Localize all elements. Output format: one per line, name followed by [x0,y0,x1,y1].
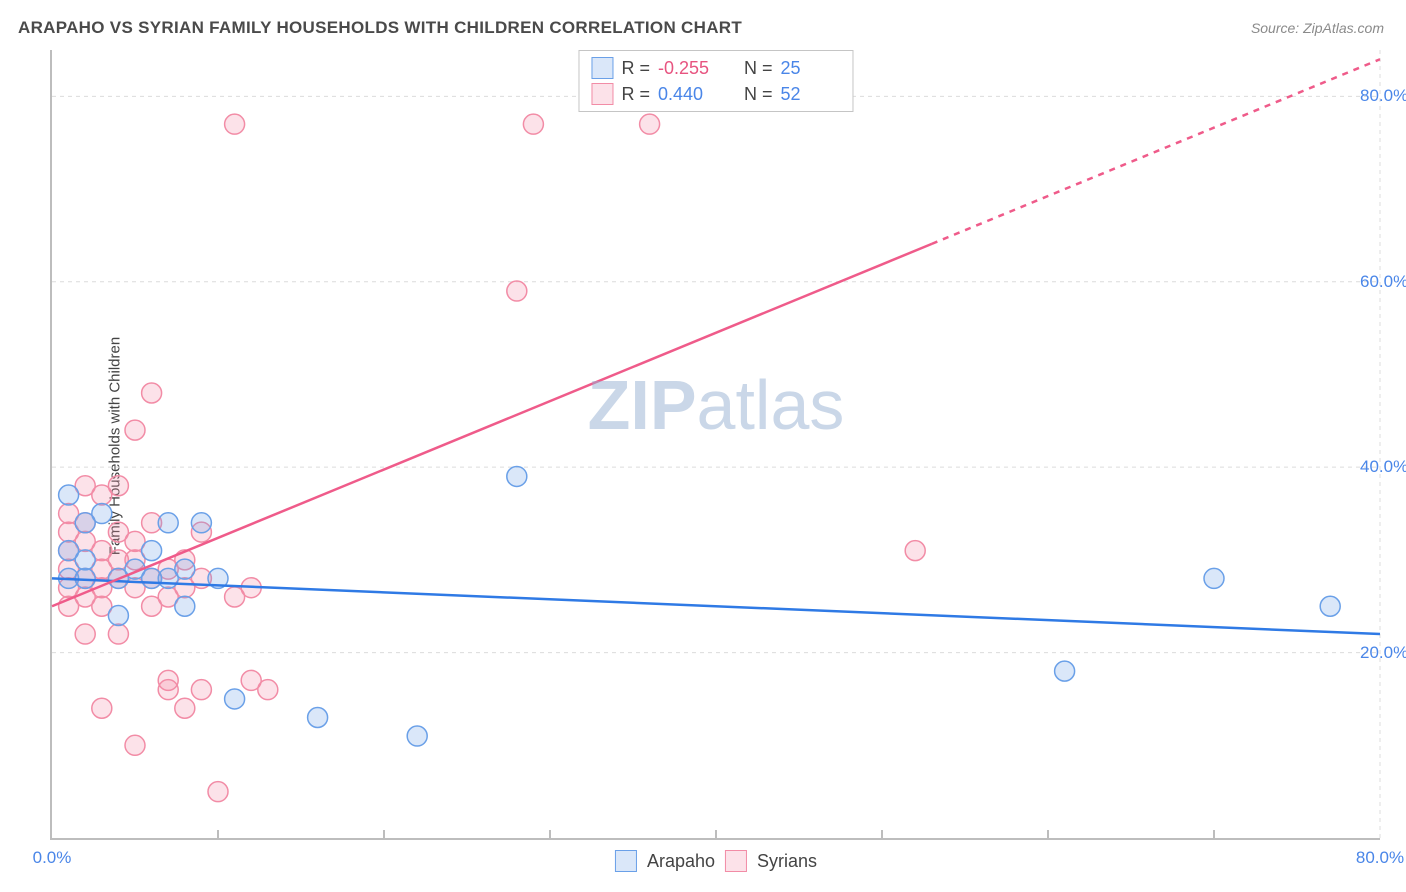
series-legend: Arapaho Syrians [615,850,817,872]
swatch-icon [725,850,747,872]
arapaho-point [225,689,245,709]
n-value: 52 [781,81,841,107]
arapaho-trendline [52,578,1380,634]
n-label: N = [744,55,773,81]
series-label: Syrians [757,851,817,872]
syrians-point [640,114,660,134]
chart-title: ARAPAHO VS SYRIAN FAMILY HOUSEHOLDS WITH… [18,18,742,38]
syrians-point [125,735,145,755]
syrians-point [507,281,527,301]
syrians-point [75,624,95,644]
source-prefix: Source: [1251,20,1303,36]
stats-row: R = -0.255 N = 25 [591,55,840,81]
r-value: 0.440 [658,81,718,107]
r-label: R = [621,81,650,107]
stats-legend: R = -0.255 N = 25 R = 0.440 N = 52 [578,50,853,112]
syrians-point [125,420,145,440]
y-tick-label: 20.0% [1360,643,1406,663]
syrians-point [92,698,112,718]
source-credit: Source: ZipAtlas.com [1251,20,1384,36]
n-value: 25 [781,55,841,81]
arapaho-point [191,513,211,533]
arapaho-point [59,485,79,505]
syrians-trendline-solid [52,244,932,606]
r-value: -0.255 [658,55,718,81]
r-label: R = [621,55,650,81]
series-label: Arapaho [647,851,715,872]
syrians-point [225,114,245,134]
syrians-point [142,383,162,403]
chart-container: ARAPAHO VS SYRIAN FAMILY HOUSEHOLDS WITH… [0,0,1406,892]
arapaho-point [308,707,328,727]
y-tick-label: 60.0% [1360,272,1406,292]
arapaho-point [175,559,195,579]
arapaho-point [1055,661,1075,681]
swatch-icon [591,57,613,79]
arapaho-point [407,726,427,746]
x-tick-label: 0.0% [33,848,72,868]
syrians-point [158,680,178,700]
x-tick-label: 80.0% [1356,848,1404,868]
syrians-point [175,698,195,718]
stats-row: R = 0.440 N = 52 [591,81,840,107]
syrians-point [258,680,278,700]
n-label: N = [744,81,773,107]
syrians-point [108,476,128,496]
syrians-point [208,782,228,802]
plot-area: R =-0.255 N =25R =0.440 N =52 ZIPatlas A… [50,50,1380,840]
syrians-point [191,680,211,700]
y-tick-label: 80.0% [1360,86,1406,106]
syrians-trendline-dashed [932,59,1380,244]
arapaho-point [142,541,162,561]
syrians-point [905,541,925,561]
arapaho-point [1204,568,1224,588]
arapaho-point [158,513,178,533]
source-name: ZipAtlas.com [1303,20,1384,36]
plot-svg [52,50,1380,838]
syrians-point [108,624,128,644]
arapaho-point [507,466,527,486]
arapaho-point [108,606,128,626]
arapaho-point [175,596,195,616]
swatch-icon [615,850,637,872]
syrians-point [523,114,543,134]
arapaho-point [75,550,95,570]
y-tick-label: 40.0% [1360,457,1406,477]
arapaho-point [1320,596,1340,616]
arapaho-point [92,504,112,524]
swatch-icon [591,83,613,105]
